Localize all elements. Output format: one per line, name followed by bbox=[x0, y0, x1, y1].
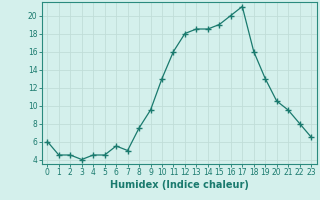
X-axis label: Humidex (Indice chaleur): Humidex (Indice chaleur) bbox=[110, 180, 249, 190]
